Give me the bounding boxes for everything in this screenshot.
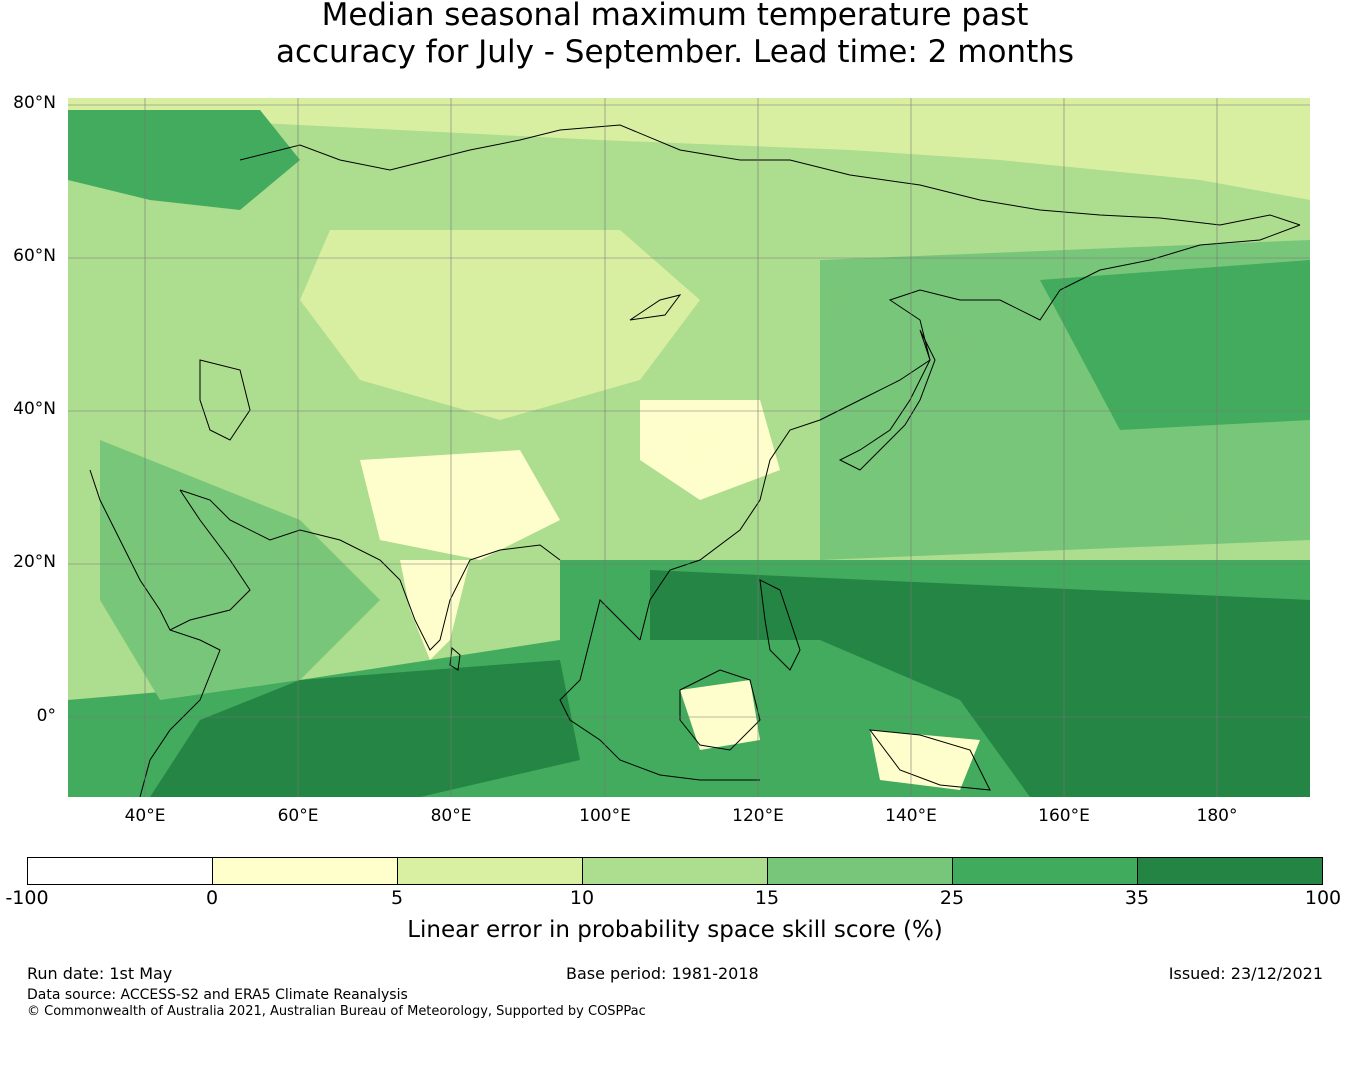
philippines-coastline — [759, 579, 801, 671]
arctic-coastline — [239, 124, 1301, 226]
colorbar-tick-35: 35 — [1124, 887, 1150, 909]
indian-ocean-very-high-skill — [150, 660, 580, 797]
tibet-low-skill — [360, 450, 560, 560]
colorbar-tick-100: 100 — [1304, 887, 1342, 909]
map-field — [68, 98, 1310, 797]
issued-date: Issued: 23/12/2021 — [1168, 964, 1323, 983]
map-title-line-1: Median seasonal maximum temperature past — [321, 0, 1029, 33]
colorbar-tick-25: 25 — [939, 887, 965, 909]
baikal-coastline — [629, 294, 682, 321]
colorbar-segment-35-100 — [1138, 858, 1322, 884]
new-guinea-coastline — [868, 729, 991, 791]
central-asia-low-skill — [300, 230, 700, 420]
lat-label-60n: 60°N — [13, 246, 56, 266]
caspian-coastline — [199, 359, 251, 441]
colorbar-tick-10: 10 — [569, 887, 595, 909]
lon-label-40e: 40°E — [124, 806, 166, 826]
colorbar-tick-neg100: -100 — [5, 887, 49, 909]
lon-label-160e: 160°E — [1038, 806, 1090, 826]
equatorial-pacific-very-high-skill — [650, 570, 1310, 797]
lon-label-60e: 60°E — [277, 806, 319, 826]
run-date: Run date: 1st May — [27, 964, 173, 983]
sea-of-okhotsk-skill — [1040, 260, 1310, 430]
lon-label-140e: 140°E — [885, 806, 937, 826]
sri-lanka-coastline — [449, 646, 461, 671]
colorbar-tick-15: 15 — [754, 887, 780, 909]
lat-label-0: 0° — [36, 706, 56, 726]
colorbar — [27, 857, 1323, 885]
lat-label-20n: 20°N — [13, 552, 56, 572]
data-source: Data source: ACCESS-S2 and ERA5 Climate … — [27, 987, 408, 1003]
india-low-skill — [400, 560, 470, 660]
borneo-coastline — [679, 669, 761, 751]
colorbar-segment-15-25 — [768, 858, 953, 884]
colorbar-segment-10-15 — [583, 858, 768, 884]
scandinavia-high-skill — [68, 110, 300, 210]
borneo-low-skill — [680, 680, 760, 750]
copyright: © Commonwealth of Australia 2021, Austra… — [27, 1004, 646, 1019]
arabian-sea-skill — [100, 440, 380, 700]
arabia-africa-coastline — [89, 469, 251, 797]
japan-coastline — [838, 329, 936, 471]
northern-skill-band — [68, 98, 1310, 200]
south-asia-coastline — [179, 489, 561, 651]
graticule — [68, 98, 1310, 797]
lon-label-80e: 80°E — [430, 806, 472, 826]
lat-label-80n: 80°N — [13, 93, 56, 113]
colorbar-segment-25-35 — [953, 858, 1138, 884]
colorbar-segment-0-5 — [213, 858, 398, 884]
base-period: Base period: 1981-2018 — [566, 964, 759, 983]
southeast-asia-coastline — [559, 599, 760, 781]
colorbar-segment-5-10 — [398, 858, 583, 884]
colorbar-tick-0: 0 — [205, 887, 219, 909]
skill-score-map — [68, 98, 1310, 797]
colorbar-label: Linear error in probability space skill … — [407, 917, 943, 943]
lon-label-100e: 100°E — [579, 806, 631, 826]
lon-label-120e: 120°E — [732, 806, 784, 826]
lon-label-180: 180° — [1196, 806, 1238, 826]
north-china-low-skill — [640, 400, 780, 500]
lat-label-40n: 40°N — [13, 399, 56, 419]
colorbar-segment-neg100-0 — [28, 858, 213, 884]
map-title-line-2: accuracy for July - September. Lead time… — [275, 34, 1075, 70]
coastlines — [89, 124, 1301, 797]
colorbar-tick-5: 5 — [390, 887, 404, 909]
